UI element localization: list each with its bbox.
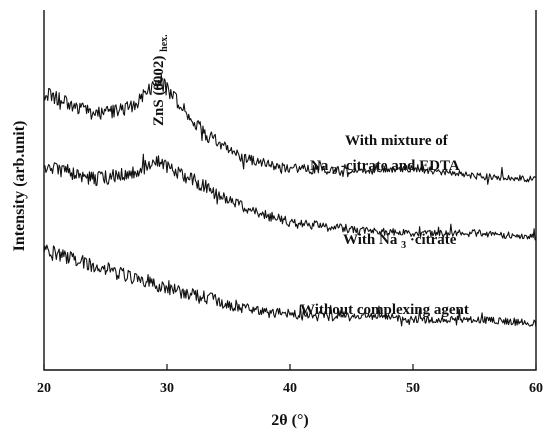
x-tick-label: 20: [37, 381, 51, 396]
peak-annotation-sub: hex.: [159, 34, 170, 52]
x-tick-label: 40: [283, 381, 297, 396]
y-axis-title: Intensity (arb.unit): [11, 121, 28, 252]
series-label-1-line-2-sub: 3: [332, 166, 337, 177]
x-tick-label: 50: [406, 381, 420, 396]
series-label-1-line-2-main: Na: [310, 158, 329, 174]
series-label-3-text: Without complexing agent: [300, 302, 469, 318]
series-label-2-rest: ·citrate: [410, 232, 457, 248]
series-label-1-line-2-rest: -citrate and EDTA: [341, 158, 460, 174]
series-label-3: Without complexing agent: [300, 302, 469, 318]
x-tick-label: 30: [160, 381, 174, 396]
series-label-2-main: With Na: [343, 232, 398, 248]
series-label-2: With Na 3 ·citrate: [343, 232, 457, 252]
series-line-3: [43, 244, 537, 328]
peak-annotation: ZnS (0002) hex.: [151, 34, 170, 126]
x-tick-label: 60: [529, 381, 543, 396]
series-label-1-line-1-text: With mixture of: [345, 133, 449, 149]
series-label-1-line-2: Na 3 -citrate and EDTA: [310, 158, 460, 178]
series-label-2-sub: 3: [401, 240, 406, 251]
series-line-1: [43, 74, 537, 185]
peak-annotation-main: ZnS (0002): [151, 56, 167, 126]
series-line-2: [43, 153, 537, 241]
x-axis-title: 2θ (°): [271, 412, 308, 429]
series-label-1-line-1: With mixture of: [345, 133, 449, 149]
